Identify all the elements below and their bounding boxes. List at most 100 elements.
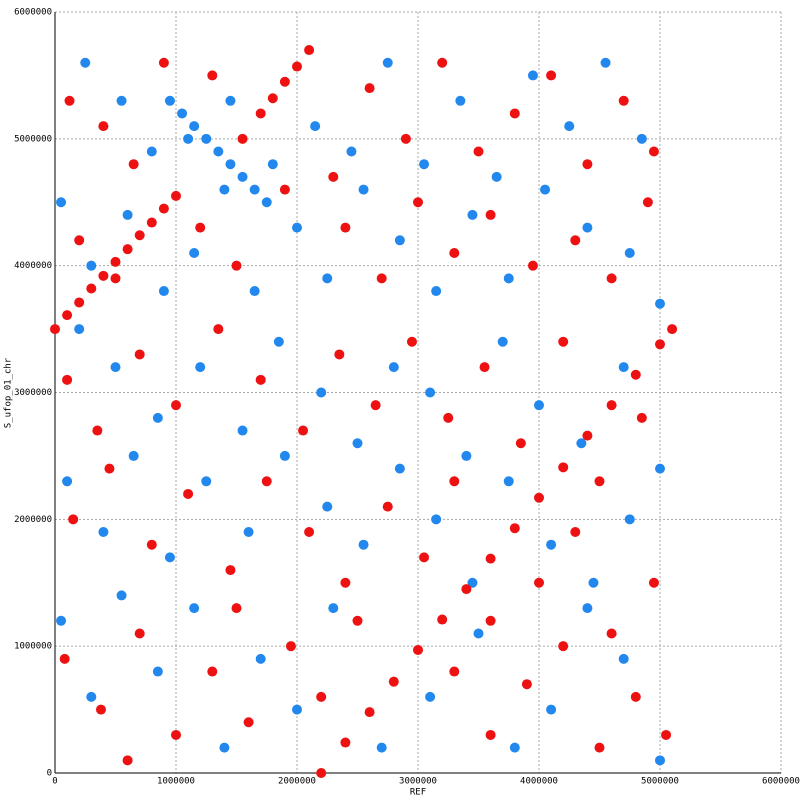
point (600, 57, 611, 68)
point (62, 374, 73, 385)
point (346, 146, 357, 157)
point (195, 362, 206, 373)
point (636, 412, 647, 423)
point (158, 286, 169, 297)
point (164, 552, 175, 563)
x-tick-label: 0 (52, 777, 57, 787)
point (449, 666, 460, 677)
point (364, 707, 375, 718)
point (370, 400, 381, 411)
point (285, 641, 296, 652)
point (618, 362, 629, 373)
point (213, 146, 224, 157)
point (394, 235, 405, 246)
point (189, 121, 200, 132)
point (316, 768, 327, 778)
point (98, 270, 109, 281)
point (116, 95, 127, 106)
point (122, 244, 133, 255)
point (98, 527, 109, 538)
point (661, 729, 672, 740)
point (68, 514, 79, 525)
y-tick-label: 3000000 (14, 388, 52, 398)
y-tick-label: 0 (47, 769, 52, 779)
point (86, 260, 97, 271)
point (413, 197, 423, 208)
point (237, 133, 248, 144)
point (648, 577, 659, 588)
point (503, 476, 514, 487)
point (618, 653, 629, 664)
point (116, 590, 127, 601)
point (642, 197, 653, 208)
point (485, 729, 496, 740)
point (467, 577, 478, 588)
point (110, 273, 121, 284)
point (667, 324, 678, 335)
point (485, 209, 496, 220)
point (74, 235, 85, 246)
point (358, 539, 369, 550)
point (62, 476, 73, 487)
point (618, 95, 629, 106)
point (624, 514, 635, 525)
point (171, 190, 181, 201)
point (473, 146, 484, 157)
point (298, 425, 309, 436)
point (340, 222, 351, 233)
point (322, 501, 333, 512)
point (225, 95, 236, 106)
point (479, 362, 490, 373)
point (134, 349, 145, 360)
point (527, 260, 538, 271)
point (419, 159, 430, 170)
x-tick-label: 1000000 (157, 777, 195, 787)
point (491, 171, 502, 182)
point (177, 108, 188, 119)
point (158, 57, 169, 68)
point (461, 450, 472, 461)
point (158, 203, 169, 214)
point (255, 653, 266, 664)
point (62, 310, 73, 321)
y-tick-label: 5000000 (14, 134, 52, 144)
point (243, 527, 254, 538)
point (207, 70, 218, 81)
point (382, 501, 393, 512)
point (606, 628, 617, 639)
point (56, 615, 67, 626)
point (86, 283, 97, 294)
point (328, 171, 339, 182)
point (255, 108, 266, 119)
point (437, 614, 448, 625)
point (95, 704, 106, 715)
point (273, 336, 284, 347)
point (503, 273, 514, 284)
point (497, 336, 508, 347)
point (334, 349, 345, 360)
point (449, 247, 460, 258)
point (376, 273, 387, 284)
point (630, 691, 641, 702)
point (249, 184, 260, 195)
point (134, 230, 145, 241)
point (558, 641, 569, 652)
point (406, 336, 417, 347)
point (515, 438, 526, 449)
point (189, 247, 200, 258)
point (546, 539, 557, 550)
point (534, 492, 544, 503)
point (582, 603, 593, 614)
x-tick-label: 4000000 (520, 777, 558, 787)
point (267, 159, 278, 170)
point (527, 70, 538, 81)
point (431, 286, 442, 297)
y-tick-label: 2000000 (14, 515, 52, 525)
point (261, 476, 272, 487)
point (340, 737, 351, 748)
point (558, 336, 569, 347)
point (249, 286, 260, 297)
point (655, 298, 665, 309)
point (50, 324, 60, 335)
